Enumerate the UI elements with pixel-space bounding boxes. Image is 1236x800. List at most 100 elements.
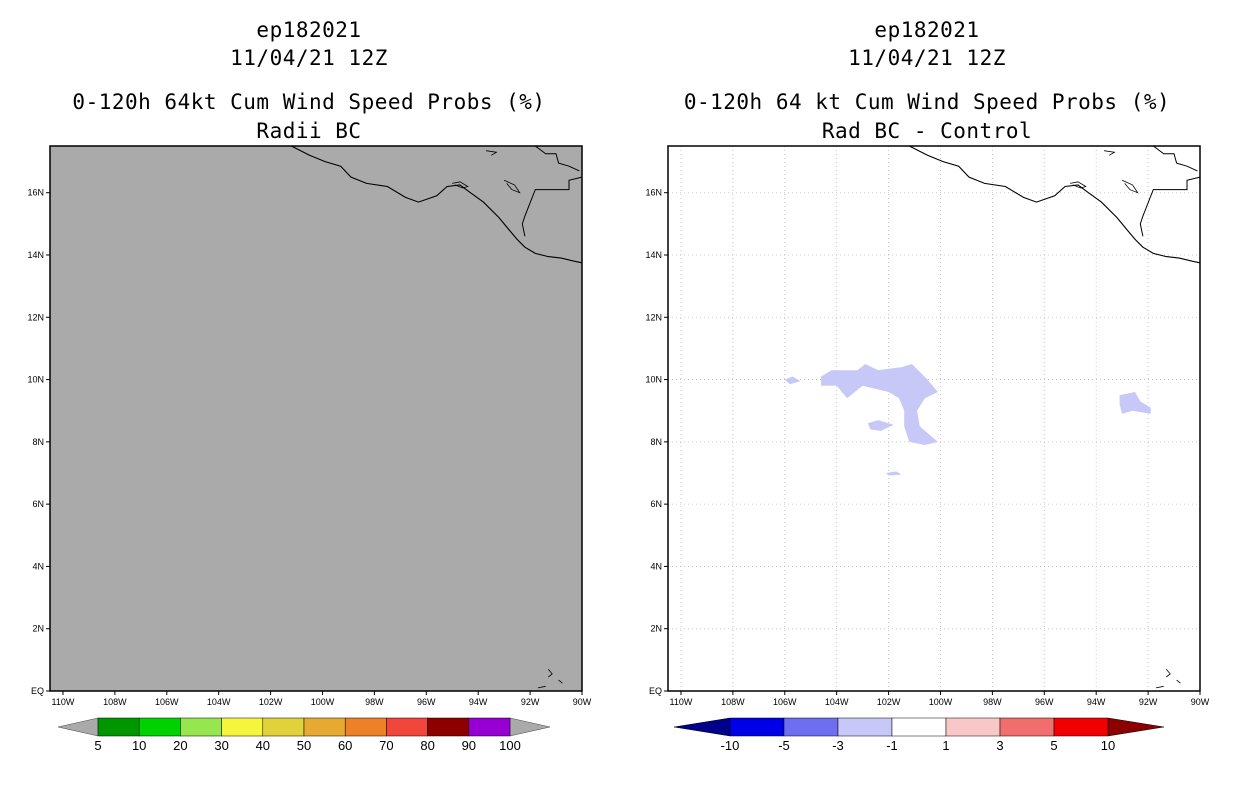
lon-tick-label: 90W	[573, 697, 592, 707]
lon-tick-label: 104W	[825, 697, 849, 707]
border-mexico-guatemala	[521, 176, 583, 237]
storm-id-title: ep182021	[874, 18, 980, 42]
lon-tick-label: 96W	[417, 697, 436, 707]
lat-tick-label: 16N	[27, 188, 44, 198]
plot-frame	[667, 145, 1201, 692]
plot-background	[668, 146, 1200, 691]
colorbar-swatch	[427, 717, 470, 737]
axes: 110W 108W 106W 104W 102W 100W 98W 96W 94W 92W 90W E…	[27, 188, 591, 707]
colorbar-swatch	[1053, 717, 1109, 737]
lon-tick-label: 108W	[721, 697, 745, 707]
lon-tick-label: 98W	[983, 697, 1002, 707]
lon-tick-label: 94W	[469, 697, 488, 707]
colorbar-label: 100	[499, 738, 521, 753]
colorbar-label: 5	[1050, 738, 1057, 753]
colorbar-swatch	[945, 717, 1001, 737]
lat-tick-label: EQ	[649, 686, 662, 696]
border-guatemala-north	[1152, 145, 1198, 172]
colorbar-swatch	[97, 717, 140, 737]
shading-region-main	[821, 364, 938, 445]
colorbar-swatch	[386, 717, 428, 737]
colorbar-swatch	[783, 717, 839, 737]
colorbar-swatch	[138, 717, 181, 737]
subtitle: Radii BC	[256, 119, 362, 143]
colorbar-label: 80	[420, 738, 434, 753]
lon-tick-label: 92W	[521, 697, 540, 707]
border-mexico-guatemala	[1139, 176, 1201, 237]
lake-outline	[485, 150, 498, 156]
lon-tick-label: 96W	[1035, 697, 1054, 707]
lat-tick-label: 4N	[650, 561, 662, 571]
colorbar-swatch	[837, 717, 893, 737]
colorbar-label: 70	[379, 738, 393, 753]
gridlines	[668, 146, 1201, 691]
colorbar-label: -1	[886, 738, 898, 753]
colorbar-label: 5	[94, 738, 101, 753]
lon-tick-label: 102W	[877, 697, 901, 707]
probability-field-gray	[50, 146, 582, 691]
colorbar-swatch	[468, 717, 511, 737]
lon-tick-label: 92W	[1139, 697, 1158, 707]
border-guatemala-north	[534, 145, 580, 172]
lat-tick-label: 16N	[645, 188, 662, 198]
lat-tick-label: 14N	[645, 250, 662, 260]
subtitle: Rad BC - Control	[821, 119, 1033, 143]
difference-shading	[784, 364, 1151, 476]
lon-tick-label: 98W	[365, 697, 384, 707]
lon-tick-label: 108W	[103, 697, 127, 707]
lat-tick-label: 12N	[645, 312, 662, 322]
colorbar-swatch	[999, 717, 1055, 737]
colorbar-end-high	[1107, 717, 1165, 737]
colorbar-label: 1	[942, 738, 949, 753]
lat-tick-label: 10N	[645, 375, 662, 385]
lat-tick-label: 6N	[650, 499, 662, 509]
lagoon-chiapas	[1121, 179, 1139, 194]
colorbar-swatch	[344, 717, 387, 737]
galapagos-island	[537, 685, 546, 689]
lon-tick-label: 100W	[311, 697, 335, 707]
colorbar-swatch	[262, 717, 305, 737]
colorbar: -10 -5 -3 -1 1 3 5 10	[673, 717, 1165, 753]
coastline-central-america	[291, 145, 583, 264]
colorbar-label: 50	[297, 738, 311, 753]
shading-region-east	[1119, 392, 1151, 414]
lat-tick-label: 14N	[27, 250, 44, 260]
galapagos-island	[558, 679, 563, 684]
colorbar-label: -10	[721, 738, 740, 753]
lat-tick-label: 8N	[650, 437, 662, 447]
galapagos-island	[1165, 668, 1171, 678]
panel-radii-bc: ep182021 11/04/21 12Z 0-120h 64kt Cum Wi…	[27, 18, 592, 753]
colorbar-label: 3	[996, 738, 1003, 753]
colorbar-label: 30	[214, 738, 228, 753]
lat-tick-label: 6N	[32, 499, 44, 509]
lagoon-oaxaca	[452, 181, 469, 189]
coastline	[291, 145, 583, 689]
lon-tick-label: 106W	[155, 697, 179, 707]
colorbar-swatch	[303, 717, 346, 737]
galapagos-island	[547, 668, 553, 678]
lon-tick-label: 104W	[207, 697, 231, 707]
colorbar-label: 20	[173, 738, 187, 753]
colorbar-swatch	[221, 717, 264, 737]
colorbar-label: 10	[132, 738, 146, 753]
colorbar: 5 10 20 30 40 50 60 70 80 90 100	[57, 717, 551, 753]
colorbar-label: 60	[338, 738, 352, 753]
galapagos-island	[1155, 685, 1164, 689]
colorbar-label: 90	[462, 738, 476, 753]
product-title: 0-120h 64kt Cum Wind Speed Probs (%)	[72, 90, 546, 114]
date-title: 11/04/21 12Z	[848, 46, 1006, 70]
shading-region-tiny	[886, 471, 902, 476]
panel-rad-bc-control: ep182021 11/04/21 12Z 0-120h 64 kt Cum W…	[618, 0, 1236, 800]
coastline-central-america	[909, 145, 1201, 264]
lagoon-oaxaca	[1070, 181, 1087, 189]
lon-tick-label: 90W	[1191, 697, 1210, 707]
lat-tick-label: 2N	[32, 624, 44, 634]
lon-tick-label: 110W	[52, 697, 75, 707]
lagoon-chiapas	[503, 179, 521, 194]
lat-tick-label: 2N	[650, 624, 662, 634]
plot-frame	[49, 145, 583, 692]
lon-tick-label: 94W	[1087, 697, 1106, 707]
colorbar-end-low	[673, 717, 731, 737]
lat-tick-label: 8N	[32, 437, 44, 447]
map-radii-bc: 110W 108W 106W 104W 102W 100W 98W 96W 94W 92W 90W E…	[27, 145, 592, 753]
